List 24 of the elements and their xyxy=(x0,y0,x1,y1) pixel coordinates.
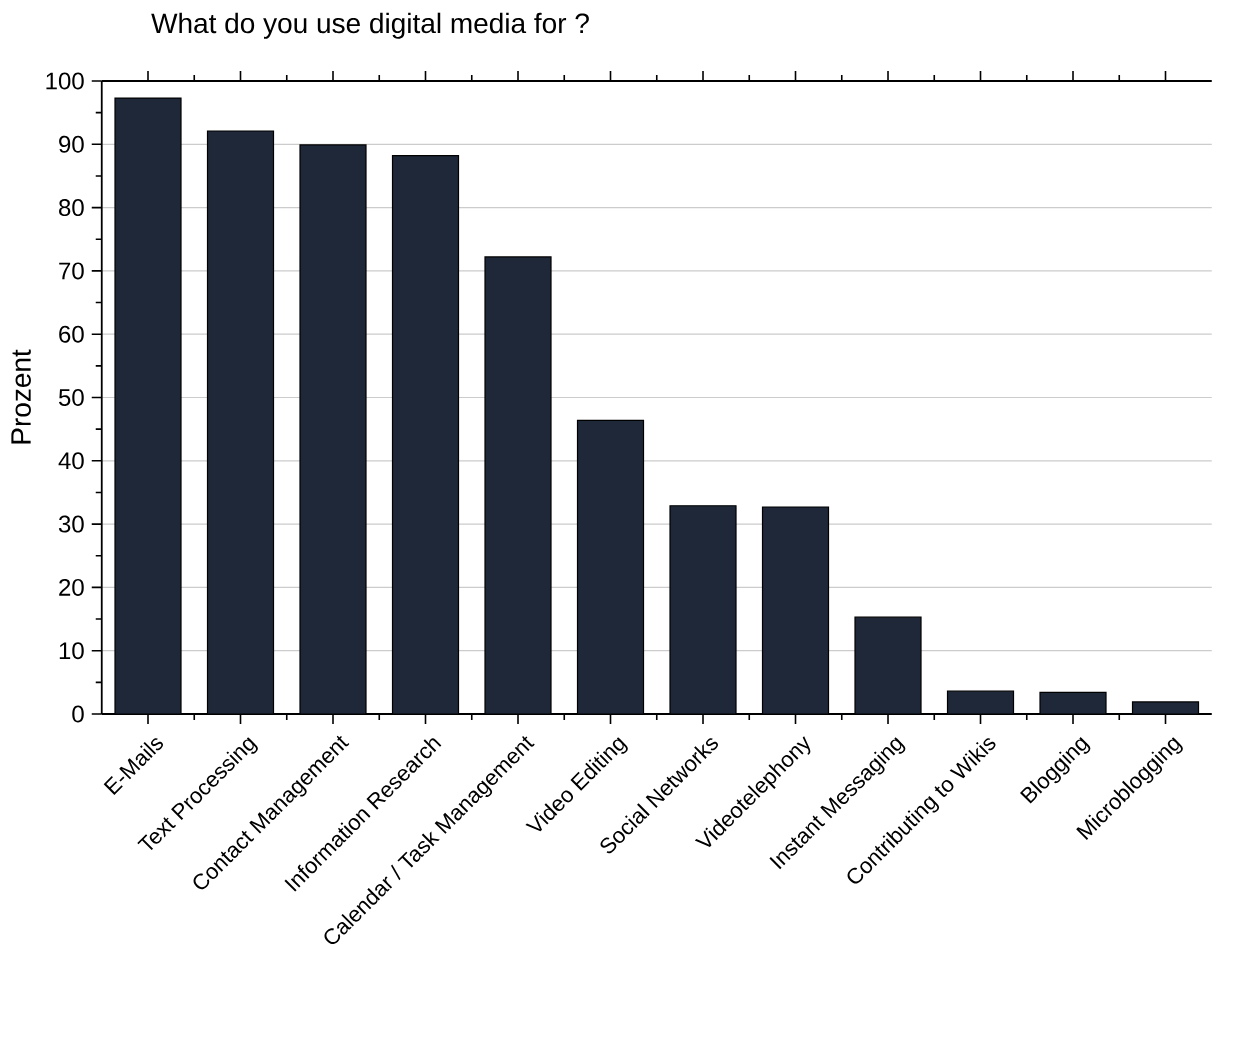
y-tick-label: 100 xyxy=(46,72,84,90)
bar xyxy=(854,616,922,714)
y-tick-label: 10 xyxy=(59,642,84,660)
y-tick-label: 70 xyxy=(59,262,84,280)
bar xyxy=(576,419,645,714)
bar xyxy=(484,256,552,714)
y-tick-label: 30 xyxy=(58,515,84,533)
y-tick-label: 80 xyxy=(59,199,84,217)
bar xyxy=(669,505,737,714)
y-tick-label: 90 xyxy=(59,135,84,153)
chart-title: What do you use digital media for ? xyxy=(151,12,589,39)
y-tick-label: 60 xyxy=(59,325,84,343)
y-axis-title: Prozent xyxy=(11,349,31,444)
bar xyxy=(114,97,182,714)
y-tick-label: 50 xyxy=(58,389,84,406)
bar xyxy=(1039,691,1107,714)
y-tick-label: 40 xyxy=(58,452,84,470)
y-tick-label: 20 xyxy=(59,578,84,596)
bar xyxy=(206,130,275,714)
bar xyxy=(946,690,1015,714)
bar xyxy=(299,144,367,714)
y-tick-label: 0 xyxy=(72,705,84,723)
bar xyxy=(761,506,830,714)
bar xyxy=(391,155,460,714)
